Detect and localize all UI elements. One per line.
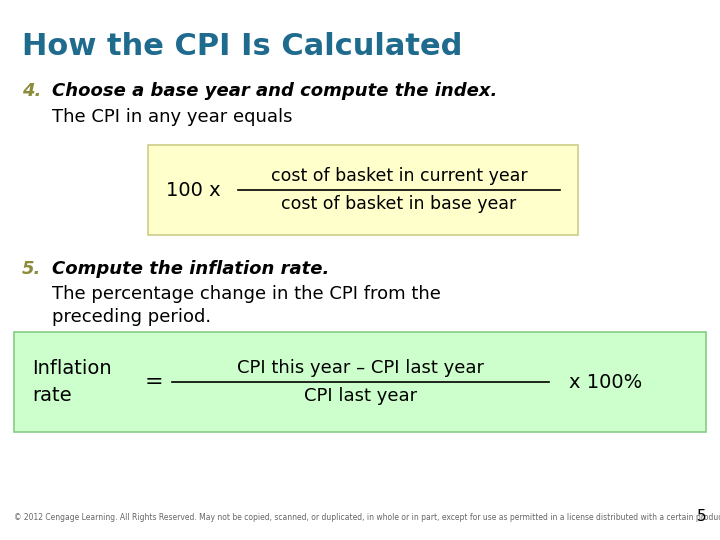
Text: 4.: 4. (22, 82, 41, 100)
Text: The CPI in any year equals: The CPI in any year equals (52, 108, 292, 126)
Text: =: = (145, 372, 163, 392)
Text: preceding period.: preceding period. (52, 308, 211, 326)
Text: How the CPI Is Calculated: How the CPI Is Calculated (22, 32, 462, 61)
Text: 5.: 5. (22, 260, 41, 278)
FancyBboxPatch shape (14, 332, 706, 432)
Text: cost of basket in current year: cost of basket in current year (271, 167, 527, 185)
Text: Choose a base year and compute the index.: Choose a base year and compute the index… (52, 82, 498, 100)
Text: rate: rate (32, 386, 71, 405)
Text: CPI last year: CPI last year (304, 387, 417, 405)
Text: CPI this year – CPI last year: CPI this year – CPI last year (237, 359, 484, 377)
Text: Compute the inflation rate.: Compute the inflation rate. (52, 260, 329, 278)
Text: cost of basket in base year: cost of basket in base year (282, 195, 517, 213)
Text: © 2012 Cengage Learning. All Rights Reserved. May not be copied, scanned, or dup: © 2012 Cengage Learning. All Rights Rese… (14, 513, 720, 522)
Text: 100 x: 100 x (166, 180, 220, 199)
Text: Inflation: Inflation (32, 359, 112, 378)
FancyBboxPatch shape (148, 145, 578, 235)
Text: 5: 5 (696, 509, 706, 524)
Text: x 100%: x 100% (569, 373, 642, 392)
Text: The percentage change in the CPI from the: The percentage change in the CPI from th… (52, 285, 441, 303)
